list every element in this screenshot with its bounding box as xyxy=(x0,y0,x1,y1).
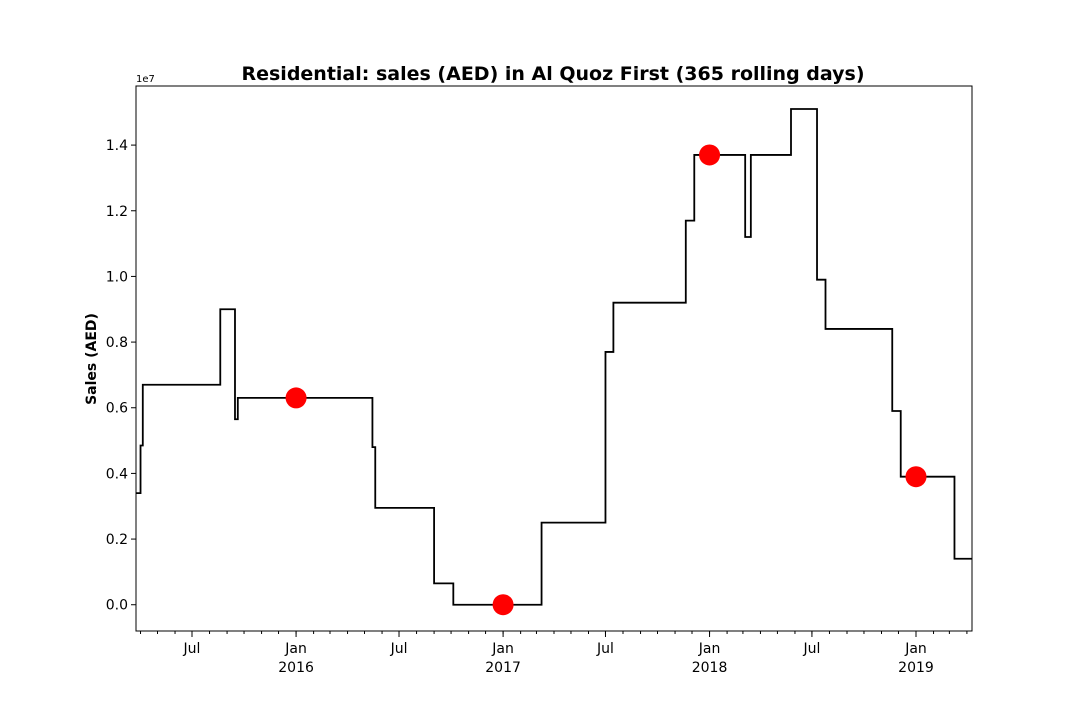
x-tick-label: Jan xyxy=(491,641,514,657)
chart-title: Residential: sales (AED) in Al Quoz Firs… xyxy=(241,63,864,85)
x-tick-label: Jan xyxy=(904,641,927,657)
highlight-marker xyxy=(492,594,514,616)
x-tick-year-label: 2018 xyxy=(692,660,728,676)
highlight-marker xyxy=(699,144,721,166)
x-tick-label: Jan xyxy=(284,641,307,657)
x-tick-label: Jul xyxy=(183,641,201,657)
y-tick-label: 0.0 xyxy=(106,598,128,614)
x-tick-year-label: 2017 xyxy=(485,660,521,676)
x-axis-ticks: Jul Jan 2016 Jul Jan 2017 Jul Jan 2018 Jul Jan 2019 xyxy=(140,631,968,676)
plot-content xyxy=(136,108,972,616)
y-axis-offset-label: 1e7 xyxy=(136,74,155,85)
y-axis-ticks: 0.0 0.2 0.4 0.6 0.8 1.0 1.2 1.4 xyxy=(106,138,136,614)
x-tick-year-label: 2016 xyxy=(278,660,314,676)
x-tick-label: Jul xyxy=(802,641,820,657)
y-tick-label: 0.2 xyxy=(106,532,128,548)
x-tick-label: Jan xyxy=(698,641,721,657)
x-tick-label: Jul xyxy=(596,641,614,657)
x-tick-year-label: 2019 xyxy=(898,660,934,676)
y-tick-label: 0.4 xyxy=(106,466,128,482)
y-tick-label: 0.6 xyxy=(106,401,128,417)
sales-step-line xyxy=(136,108,972,606)
highlight-marker xyxy=(285,387,307,409)
highlight-marker xyxy=(905,466,927,488)
x-tick-label: Jul xyxy=(390,641,408,657)
y-tick-label: 1.2 xyxy=(106,204,128,220)
y-axis-label: Sales (AED) xyxy=(84,313,100,405)
y-tick-label: 0.8 xyxy=(106,335,128,351)
plot-frame xyxy=(135,85,973,632)
y-tick-label: 1.4 xyxy=(106,138,128,154)
y-tick-label: 1.0 xyxy=(106,269,128,285)
